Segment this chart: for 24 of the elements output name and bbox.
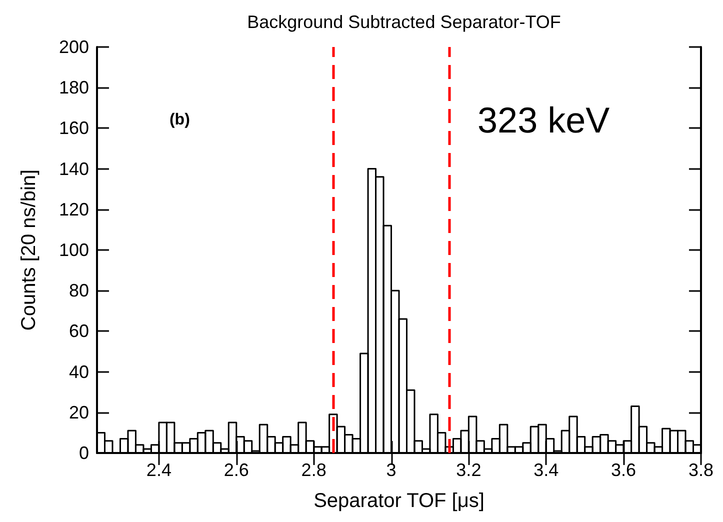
annotation: (b): [169, 112, 190, 128]
x-tick-label: 3.8: [688, 460, 714, 480]
x-axis-title: Separator TOF [μs]: [314, 490, 484, 512]
x-tick-label: 2.6: [224, 460, 249, 480]
y-tick-label: 120: [58, 199, 89, 220]
y-tick-label: 20: [68, 402, 89, 422]
y-tick-label: 0: [78, 443, 89, 463]
x-tick-label: 3.6: [611, 460, 636, 480]
y-axis-title: Counts [20 ns/bin]: [18, 169, 40, 331]
y-tick-label: 100: [58, 240, 89, 260]
x-tick-label: 3: [386, 460, 396, 480]
x-tick-label: 2.4: [146, 460, 172, 480]
y-tick-label: 140: [58, 158, 89, 179]
y-tick-label: 40: [68, 362, 89, 382]
y-tick-label: 80: [68, 280, 89, 301]
chart-title: Background Subtracted Separator-TOF: [247, 12, 561, 32]
annotation: 323 keV: [478, 100, 610, 140]
y-tick-label: 200: [58, 37, 89, 57]
y-tick-label: 160: [58, 118, 89, 138]
x-tick-label: 3.2: [456, 460, 482, 480]
y-tick-label: 180: [58, 78, 89, 98]
x-tick-label: 3.4: [534, 460, 559, 480]
x-tick-label: 2.8: [301, 460, 326, 480]
y-tick-label: 60: [68, 321, 89, 342]
